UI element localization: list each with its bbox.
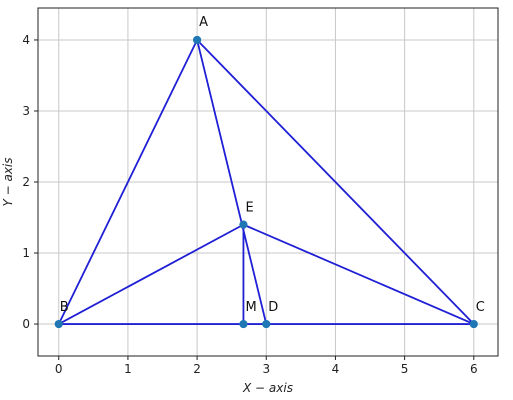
segment-ad	[196, 39, 268, 325]
y-tick-label: 1	[22, 246, 30, 260]
point-b	[54, 319, 63, 329]
point-c	[469, 319, 478, 329]
x-tick-label: 3	[262, 362, 270, 376]
point-label-e: E	[245, 201, 253, 216]
y-tick-label: 2	[22, 175, 30, 189]
segment-ab	[57, 39, 198, 325]
point-label-a: A	[199, 15, 208, 30]
point-label-m: M	[245, 300, 256, 315]
point-label-c: C	[476, 300, 485, 315]
segments-layer	[57, 39, 475, 325]
labels-layer: A B C D E M	[60, 15, 485, 315]
point-m	[239, 319, 248, 329]
x-tick-label: 1	[124, 362, 132, 376]
point-a	[192, 35, 202, 45]
x-tick-label: 2	[193, 362, 201, 376]
point-label-b: B	[60, 300, 69, 315]
point-label-d: D	[268, 300, 278, 315]
points-layer	[54, 35, 478, 329]
x-tick-label: 0	[55, 362, 63, 376]
x-axis-title: X − axis	[242, 381, 293, 395]
y-axis-title: Y − axis	[1, 157, 15, 206]
point-d	[262, 319, 271, 329]
point-e	[239, 220, 248, 229]
segment-be	[58, 223, 244, 325]
y-tick-label: 0	[22, 317, 30, 331]
x-tick-label: 6	[470, 362, 478, 376]
x-tick-label: 5	[401, 362, 409, 376]
y-tick-label: 3	[22, 104, 30, 118]
x-tick-label: 4	[332, 362, 340, 376]
segment-ac	[196, 39, 475, 325]
y-tick-label: 4	[22, 33, 30, 47]
segment-ce	[243, 223, 475, 325]
ticks-layer: 0 1 2 3 4 5 6 0 1 2 3 4	[22, 33, 477, 376]
